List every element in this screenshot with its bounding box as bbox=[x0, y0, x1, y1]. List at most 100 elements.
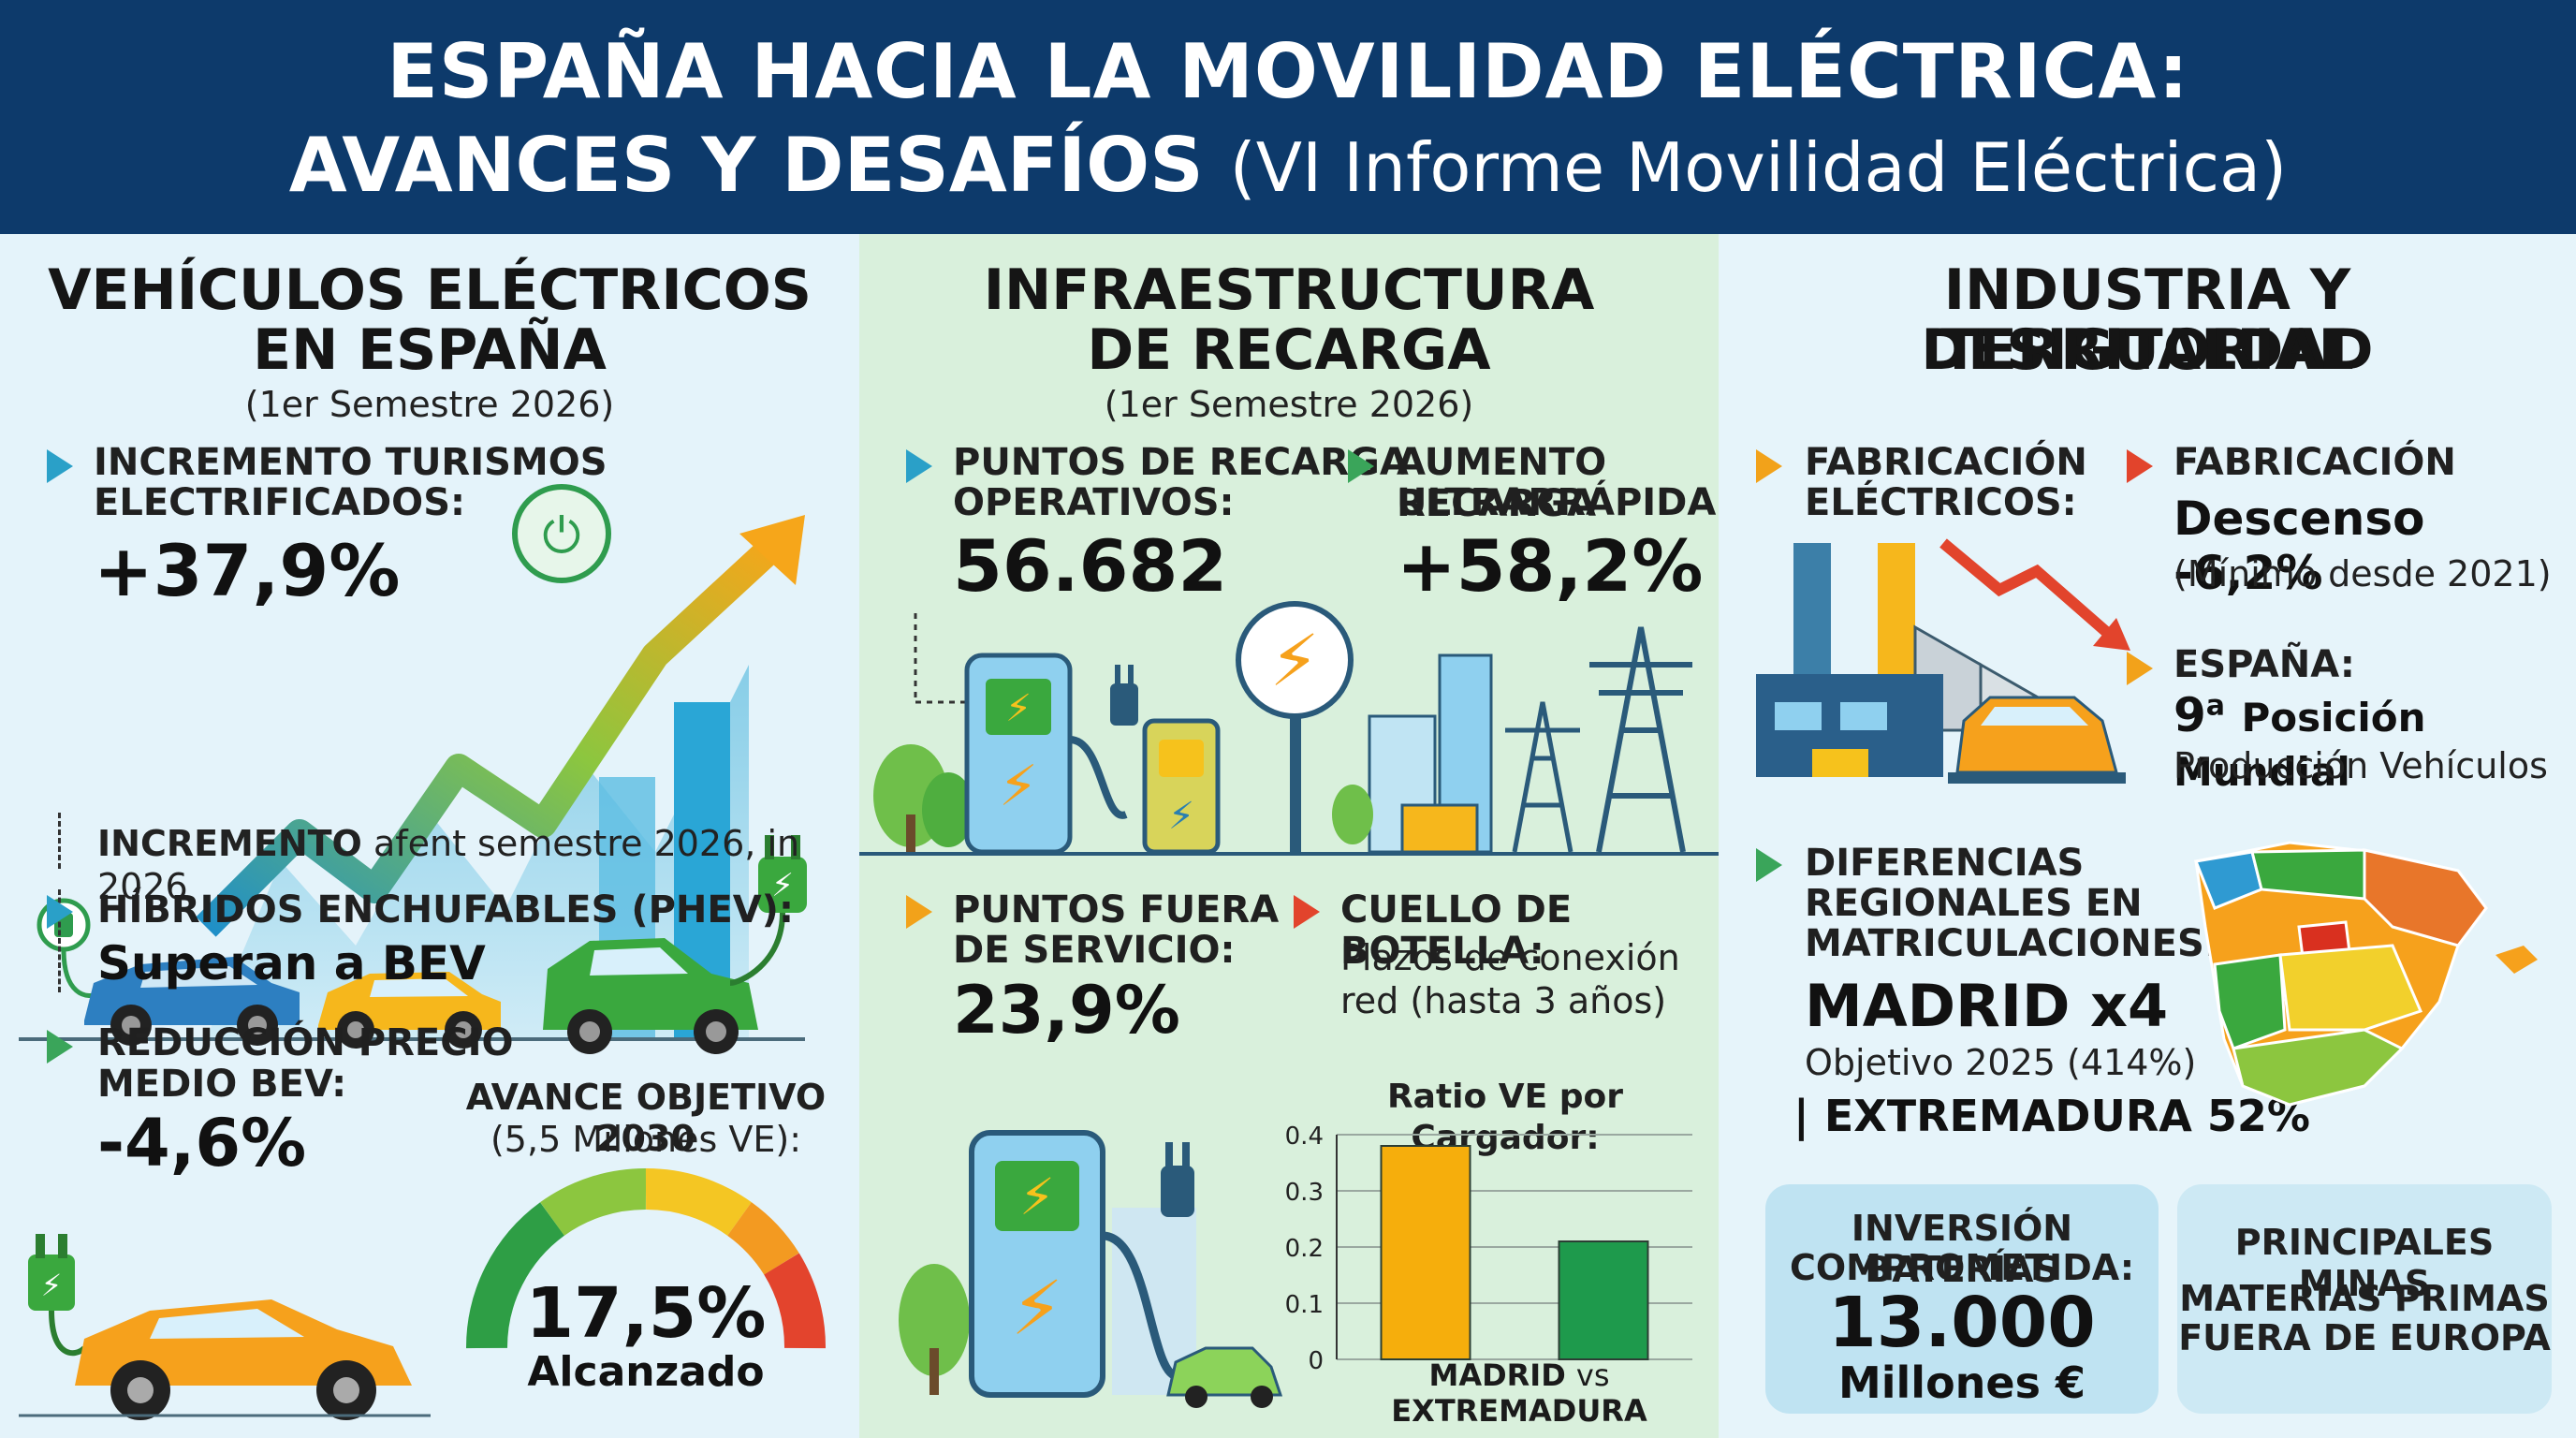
turismos-label-line1: INCREMENTO TURISMOS bbox=[94, 441, 607, 484]
spain-map bbox=[2193, 841, 2538, 1107]
chart-xlabel-vs: vs bbox=[1575, 1357, 1610, 1393]
bullet-turismos-icon bbox=[47, 449, 73, 483]
precio-label-line1: REDUCCIÓN PRECIO bbox=[97, 1021, 514, 1064]
dif-label-line3: MATRICULACIONES: bbox=[1805, 922, 2219, 965]
precio-label-line2: MEDIO BEV: bbox=[97, 1063, 347, 1106]
gauge-caption: Alcanzado bbox=[527, 1348, 765, 1396]
charger-plug-icon: ⚡ bbox=[28, 1234, 87, 1357]
svg-text:⚡: ⚡ bbox=[999, 754, 1038, 819]
fab-label-line2: ELÉCTRICOS: bbox=[1805, 481, 2077, 524]
map-region bbox=[2250, 848, 2366, 901]
tree-icon bbox=[873, 744, 974, 852]
ultra-label-line1: AUMENTO RECARGA bbox=[1397, 441, 1607, 525]
incremento-note: INCREMENTO afent semestre 2026, in 2026 bbox=[97, 822, 859, 908]
charging-infrastructure-illustration: ⚡ ⚡ ⚡ ⚡ bbox=[859, 601, 1719, 856]
power-tower-icon bbox=[1505, 626, 1692, 853]
bullet-dif-icon bbox=[1756, 848, 1782, 882]
col3-title-line2: TERRITORIAL bbox=[1940, 317, 2354, 383]
bullet-espana-icon bbox=[2127, 652, 2153, 685]
col2-subtitle: (1er Semestre 2026) bbox=[1104, 384, 1474, 425]
page-title-line1: ESPAÑA HACIA LA MOVILIDAD ELÉCTRICA: bbox=[387, 28, 2189, 115]
dif-extra: | EXTREMADURA 52% bbox=[1793, 1091, 2310, 1141]
puntos-label-line1: PUNTOS DE RECARGA bbox=[953, 441, 1409, 484]
bullet-fuera-icon bbox=[906, 895, 932, 929]
city-buildings-icon bbox=[1332, 653, 1493, 854]
col1-subtitle: (1er Semestre 2026) bbox=[244, 384, 615, 425]
chart-xlabel: MADRID vs EXTREMADURA bbox=[1327, 1357, 1711, 1429]
column-industria: INDUSTRIA Y DESIGUALDAD TERRITORIAL FABR… bbox=[1719, 234, 2576, 1438]
page-title-line2: AVANCES Y DESAFÍOS (VI Informe Movilidad… bbox=[0, 122, 2576, 209]
bar-madrid bbox=[1380, 1145, 1471, 1360]
incremento-note-rest: afent semestre 2026, in 2026 bbox=[97, 823, 800, 907]
map-region bbox=[2232, 1028, 2405, 1107]
gauge-segment bbox=[763, 1253, 827, 1349]
tree-icon bbox=[899, 1264, 970, 1395]
cuello-text-line1: Plazos de conexión bbox=[1340, 937, 1680, 978]
bullet-puntos-icon bbox=[906, 449, 932, 483]
svg-text:⚡: ⚡ bbox=[1005, 687, 1032, 730]
small-green-car-icon bbox=[1166, 1346, 1283, 1408]
objetivo-gauge bbox=[465, 1167, 827, 1349]
gauge-segment bbox=[465, 1202, 565, 1349]
minas-box: PRINCIPALES MINAS MATERIAS PRIMAS FUERA … bbox=[2177, 1184, 2552, 1414]
minas-label-line1: PRINCIPALES MINAS bbox=[2234, 1222, 2495, 1304]
chart-xlabel-madrid: MADRID bbox=[1428, 1357, 1566, 1393]
column-vehiculos: VEHÍCULOS ELÉCTRICOS EN ESPAÑA (1er Seme… bbox=[0, 234, 859, 1438]
svg-text:⚡: ⚡ bbox=[1269, 619, 1319, 702]
ev-growth-illustration: ⏻ bbox=[19, 484, 807, 1054]
inversion-unit: Millones € bbox=[1837, 1357, 2086, 1408]
map-region bbox=[2278, 944, 2423, 1032]
inversion-value: 13.000 bbox=[1828, 1283, 2096, 1363]
minas-label-line2: MATERIAS PRIMAS bbox=[2179, 1278, 2550, 1319]
fuera-value: 23,9% bbox=[953, 972, 1180, 1049]
inversion-box: INVERSIÓN BATERÍAS COMPROMETIDA: 13.000 … bbox=[1765, 1184, 2159, 1414]
orange-car-icon bbox=[75, 1299, 412, 1420]
small-charger-icon: ⚡ bbox=[1142, 718, 1221, 855]
trend-down-icon bbox=[1939, 538, 2130, 651]
svg-text:⚡: ⚡ bbox=[771, 867, 794, 904]
inversion-label-line1: INVERSIÓN BATERÍAS bbox=[1851, 1208, 2073, 1290]
minas-label-line3: FUERA DE EUROPA bbox=[2178, 1317, 2551, 1358]
dif-label-line2: REGIONALES EN bbox=[1805, 882, 2143, 925]
map-islands bbox=[2496, 946, 2538, 974]
plug-icon bbox=[1110, 665, 1138, 726]
svg-text:⚡: ⚡ bbox=[1019, 1167, 1055, 1226]
espana-value-rest: Posición Mundial bbox=[2174, 695, 2426, 795]
gauge-segment bbox=[645, 1167, 752, 1237]
green-car-icon bbox=[543, 938, 758, 1054]
col2-title-line2: DE RECARGA bbox=[1087, 317, 1491, 383]
plug-badge-glyph: ⏻ bbox=[542, 508, 580, 565]
incremento-note-bold: INCREMENTO bbox=[97, 823, 362, 864]
espana-value-num: 9 bbox=[2174, 688, 2206, 742]
bullet-fab2-icon bbox=[2127, 449, 2153, 483]
precio-value: -4,6% bbox=[97, 1105, 307, 1181]
svg-text:⚡: ⚡ bbox=[41, 1268, 62, 1303]
growth-arrow-icon bbox=[196, 532, 787, 937]
page-title-main: AVANCES Y DESAFÍOS bbox=[288, 122, 1204, 209]
fab2-note: (Mínimo desde 2021) bbox=[2174, 553, 2552, 594]
svg-text:⚡: ⚡ bbox=[1011, 1265, 1063, 1352]
page-header: ESPAÑA HACIA LA MOVILIDAD ELÉCTRICA: AVA… bbox=[0, 0, 2576, 234]
charging-plug-icon: ⚡ bbox=[729, 835, 807, 986]
inversion-label-line2: COMPROMETIDA: bbox=[1789, 1247, 2135, 1288]
cuello-text-line2: red (hasta 3 años) bbox=[1340, 980, 1667, 1021]
chart-xlabel-extremadura: EXTREMADURA bbox=[1391, 1393, 1647, 1429]
yellow-car-icon bbox=[318, 972, 501, 1049]
ratio-chart: 0 0.1 0.2 0.3 0.4 bbox=[1285, 1123, 1692, 1375]
dashed-connector bbox=[58, 889, 61, 992]
page-title-sub: (VI Informe Movilidad Eléctrica) bbox=[1229, 128, 2288, 207]
espana-note: Producción Vehículos bbox=[2174, 745, 2548, 786]
svg-text:⚡: ⚡ bbox=[1168, 795, 1194, 838]
y-tick-label: 0.2 bbox=[1285, 1235, 1324, 1263]
col2-title-line1: INFRAESTRUCTURA bbox=[983, 257, 1595, 323]
column-infraestructura: INFRAESTRUCTURA DE RECARGA (1er Semestre… bbox=[859, 234, 1732, 1438]
espana-label: ESPAÑA: bbox=[2174, 643, 2355, 686]
gauge-segment bbox=[726, 1202, 799, 1276]
bottom-car-illustration: ⚡ bbox=[19, 1234, 431, 1420]
bullet-precio-icon bbox=[47, 1030, 73, 1064]
phev-label: HÍBRIDOS ENCHUFABLES (PHEV): bbox=[97, 888, 794, 932]
phev-value: Superan a BEV bbox=[97, 936, 486, 990]
dif-value: MADRID x4 bbox=[1805, 972, 2169, 1040]
bottom-charger-illustration: ⚡ ⚡ bbox=[899, 1130, 1283, 1408]
y-tick-label: 0.3 bbox=[1285, 1179, 1324, 1207]
